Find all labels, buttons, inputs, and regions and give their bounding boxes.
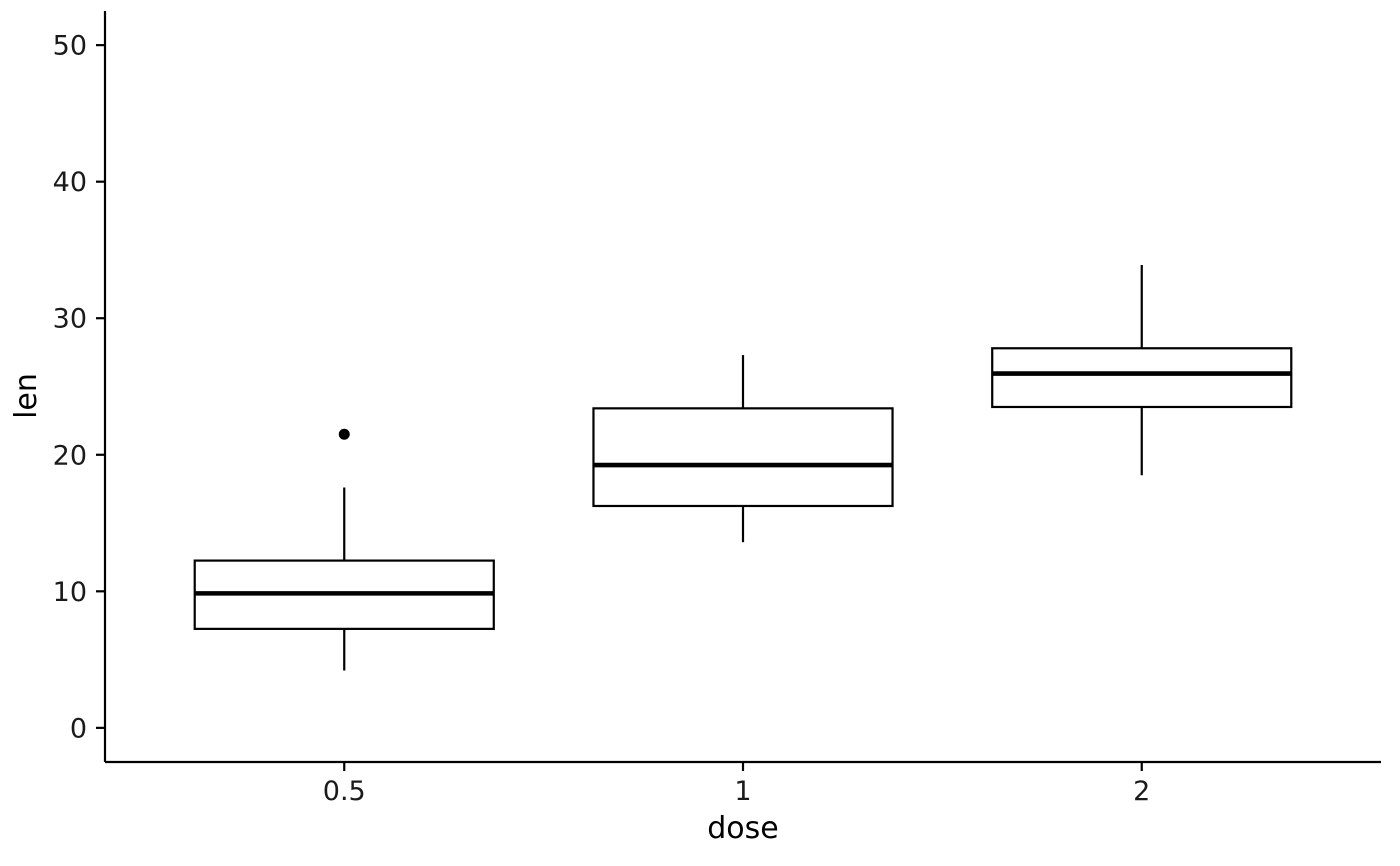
x-tick-label: 2: [1133, 776, 1150, 807]
y-tick-label: 40: [53, 167, 87, 198]
plot-layer: 0 10 20 30 40 50 0.5 1 2: [53, 11, 1381, 807]
iqr-box: [592, 407, 894, 508]
x-tick-label: 1: [734, 776, 751, 807]
y-tick-label: 30: [53, 304, 87, 335]
y-tick-label: 0: [70, 713, 87, 744]
box-group-2: [991, 264, 1293, 476]
y-tick-label: 20: [53, 440, 87, 471]
x-axis-title: dose: [707, 811, 778, 846]
y-tick-label: 10: [53, 577, 87, 608]
outlier-point: [338, 428, 350, 440]
box-group-0.5: [193, 428, 495, 671]
x-tick-label: 0.5: [323, 776, 366, 807]
y-axis-title: len: [9, 373, 44, 419]
box-group-1: [592, 355, 894, 543]
y-tick-label: 50: [53, 31, 87, 62]
iqr-box: [991, 347, 1293, 409]
